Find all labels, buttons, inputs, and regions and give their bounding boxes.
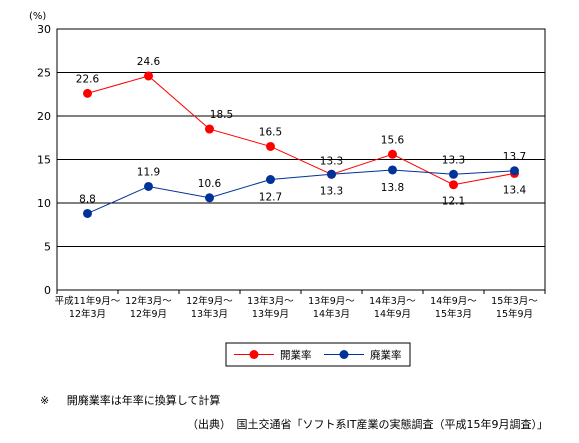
- data-point: [266, 141, 275, 151]
- data-point: [83, 208, 92, 218]
- x-tick-label: 12年3月～: [125, 295, 172, 307]
- data-label: 13.7: [503, 151, 526, 163]
- source-note: （出典） 国土交通省「ソフト系IT産業の実態調査（平成15年9月調査）」: [187, 418, 548, 431]
- data-point: [205, 193, 214, 203]
- data-point: [388, 165, 397, 175]
- y-tick-label: 25: [37, 67, 51, 80]
- x-tick-label: 13年3月～: [247, 295, 294, 307]
- x-tick-label: 12年9月～: [186, 295, 233, 307]
- legend-box: [225, 342, 411, 367]
- data-label: 16.5: [259, 126, 282, 138]
- data-point: [327, 169, 336, 179]
- footnote-text: 開廃業率は年率に換算して計算: [66, 394, 221, 407]
- y-tick-label: 15: [37, 154, 51, 167]
- data-point: [266, 175, 275, 185]
- x-tick-label: 13年9月～: [308, 295, 355, 307]
- data-label: 12.1: [442, 196, 465, 208]
- x-tick-label: 15年3月～: [491, 295, 538, 307]
- x-tick-label: 14年3月～: [369, 295, 416, 307]
- data-label: 13.3: [442, 154, 465, 166]
- legend-label: 開業率: [280, 349, 312, 362]
- data-point: [83, 88, 92, 98]
- series-group: 22.6 24.6 18.5 16.5 13.3 15.6 12.1 13.4 8.8 11.9 1…: [76, 56, 527, 218]
- x-tick-label: 15年3月: [435, 308, 472, 320]
- legend-marker: [249, 350, 259, 359]
- y-tick-label: 20: [37, 110, 51, 123]
- x-tick-label: 13年3月: [191, 308, 228, 320]
- series-line: [87, 75, 515, 186]
- tick-labels: 0 5 10 15 20 25 30(%) 平成11年9月～12年3月 12年3月～12年9月 1…: [29, 11, 538, 320]
- y-tick-label: 10: [37, 197, 51, 210]
- legend-marker: [339, 350, 349, 359]
- x-tick-label: 14年3月: [313, 308, 350, 320]
- data-label: 10.6: [198, 178, 222, 190]
- y-tick-label: 0: [44, 284, 51, 297]
- data-label: 24.6: [137, 56, 161, 68]
- axes: [56, 28, 546, 294]
- data-label: 13.8: [381, 182, 404, 194]
- data-label: 18.5: [210, 109, 233, 121]
- x-tick-label: 15年9月: [496, 308, 533, 320]
- y-tick-label: 5: [44, 241, 51, 254]
- footnote-mark: ※: [40, 394, 50, 407]
- data-point: [449, 180, 458, 190]
- data-label: 22.6: [76, 73, 100, 85]
- data-point: [510, 166, 519, 176]
- x-tick-label: 12年9月: [130, 308, 167, 320]
- x-tick-label: 12年3月: [69, 308, 106, 320]
- x-tick-label: 14年9月～: [430, 295, 477, 307]
- legend: 開業率 廃業率: [225, 342, 411, 367]
- data-label: 13.3: [320, 185, 343, 197]
- data-point: [144, 71, 153, 81]
- footnote: ※ 開廃業率は年率に換算して計算: [40, 392, 220, 408]
- data-label: 13.3: [320, 155, 343, 167]
- data-label: 12.7: [259, 192, 282, 204]
- x-tick-label: 13年9月: [252, 308, 289, 320]
- data-label: 13.4: [503, 184, 527, 196]
- y-tick-label: 30: [37, 23, 51, 36]
- y-unit-label: (%): [29, 11, 46, 22]
- data-label: 15.6: [381, 134, 405, 146]
- series-line: [87, 169, 515, 214]
- x-tick-label: 14年9月: [374, 308, 411, 320]
- data-point: [144, 181, 153, 191]
- legend-label: 廃業率: [370, 349, 402, 362]
- data-point: [388, 149, 397, 159]
- data-label: 8.8: [79, 193, 96, 205]
- x-tick-label: 平成11年9月～: [55, 295, 121, 307]
- data-point: [205, 124, 214, 134]
- data-label: 11.9: [137, 166, 160, 178]
- gridlines: [57, 28, 545, 247]
- data-point: [449, 169, 458, 179]
